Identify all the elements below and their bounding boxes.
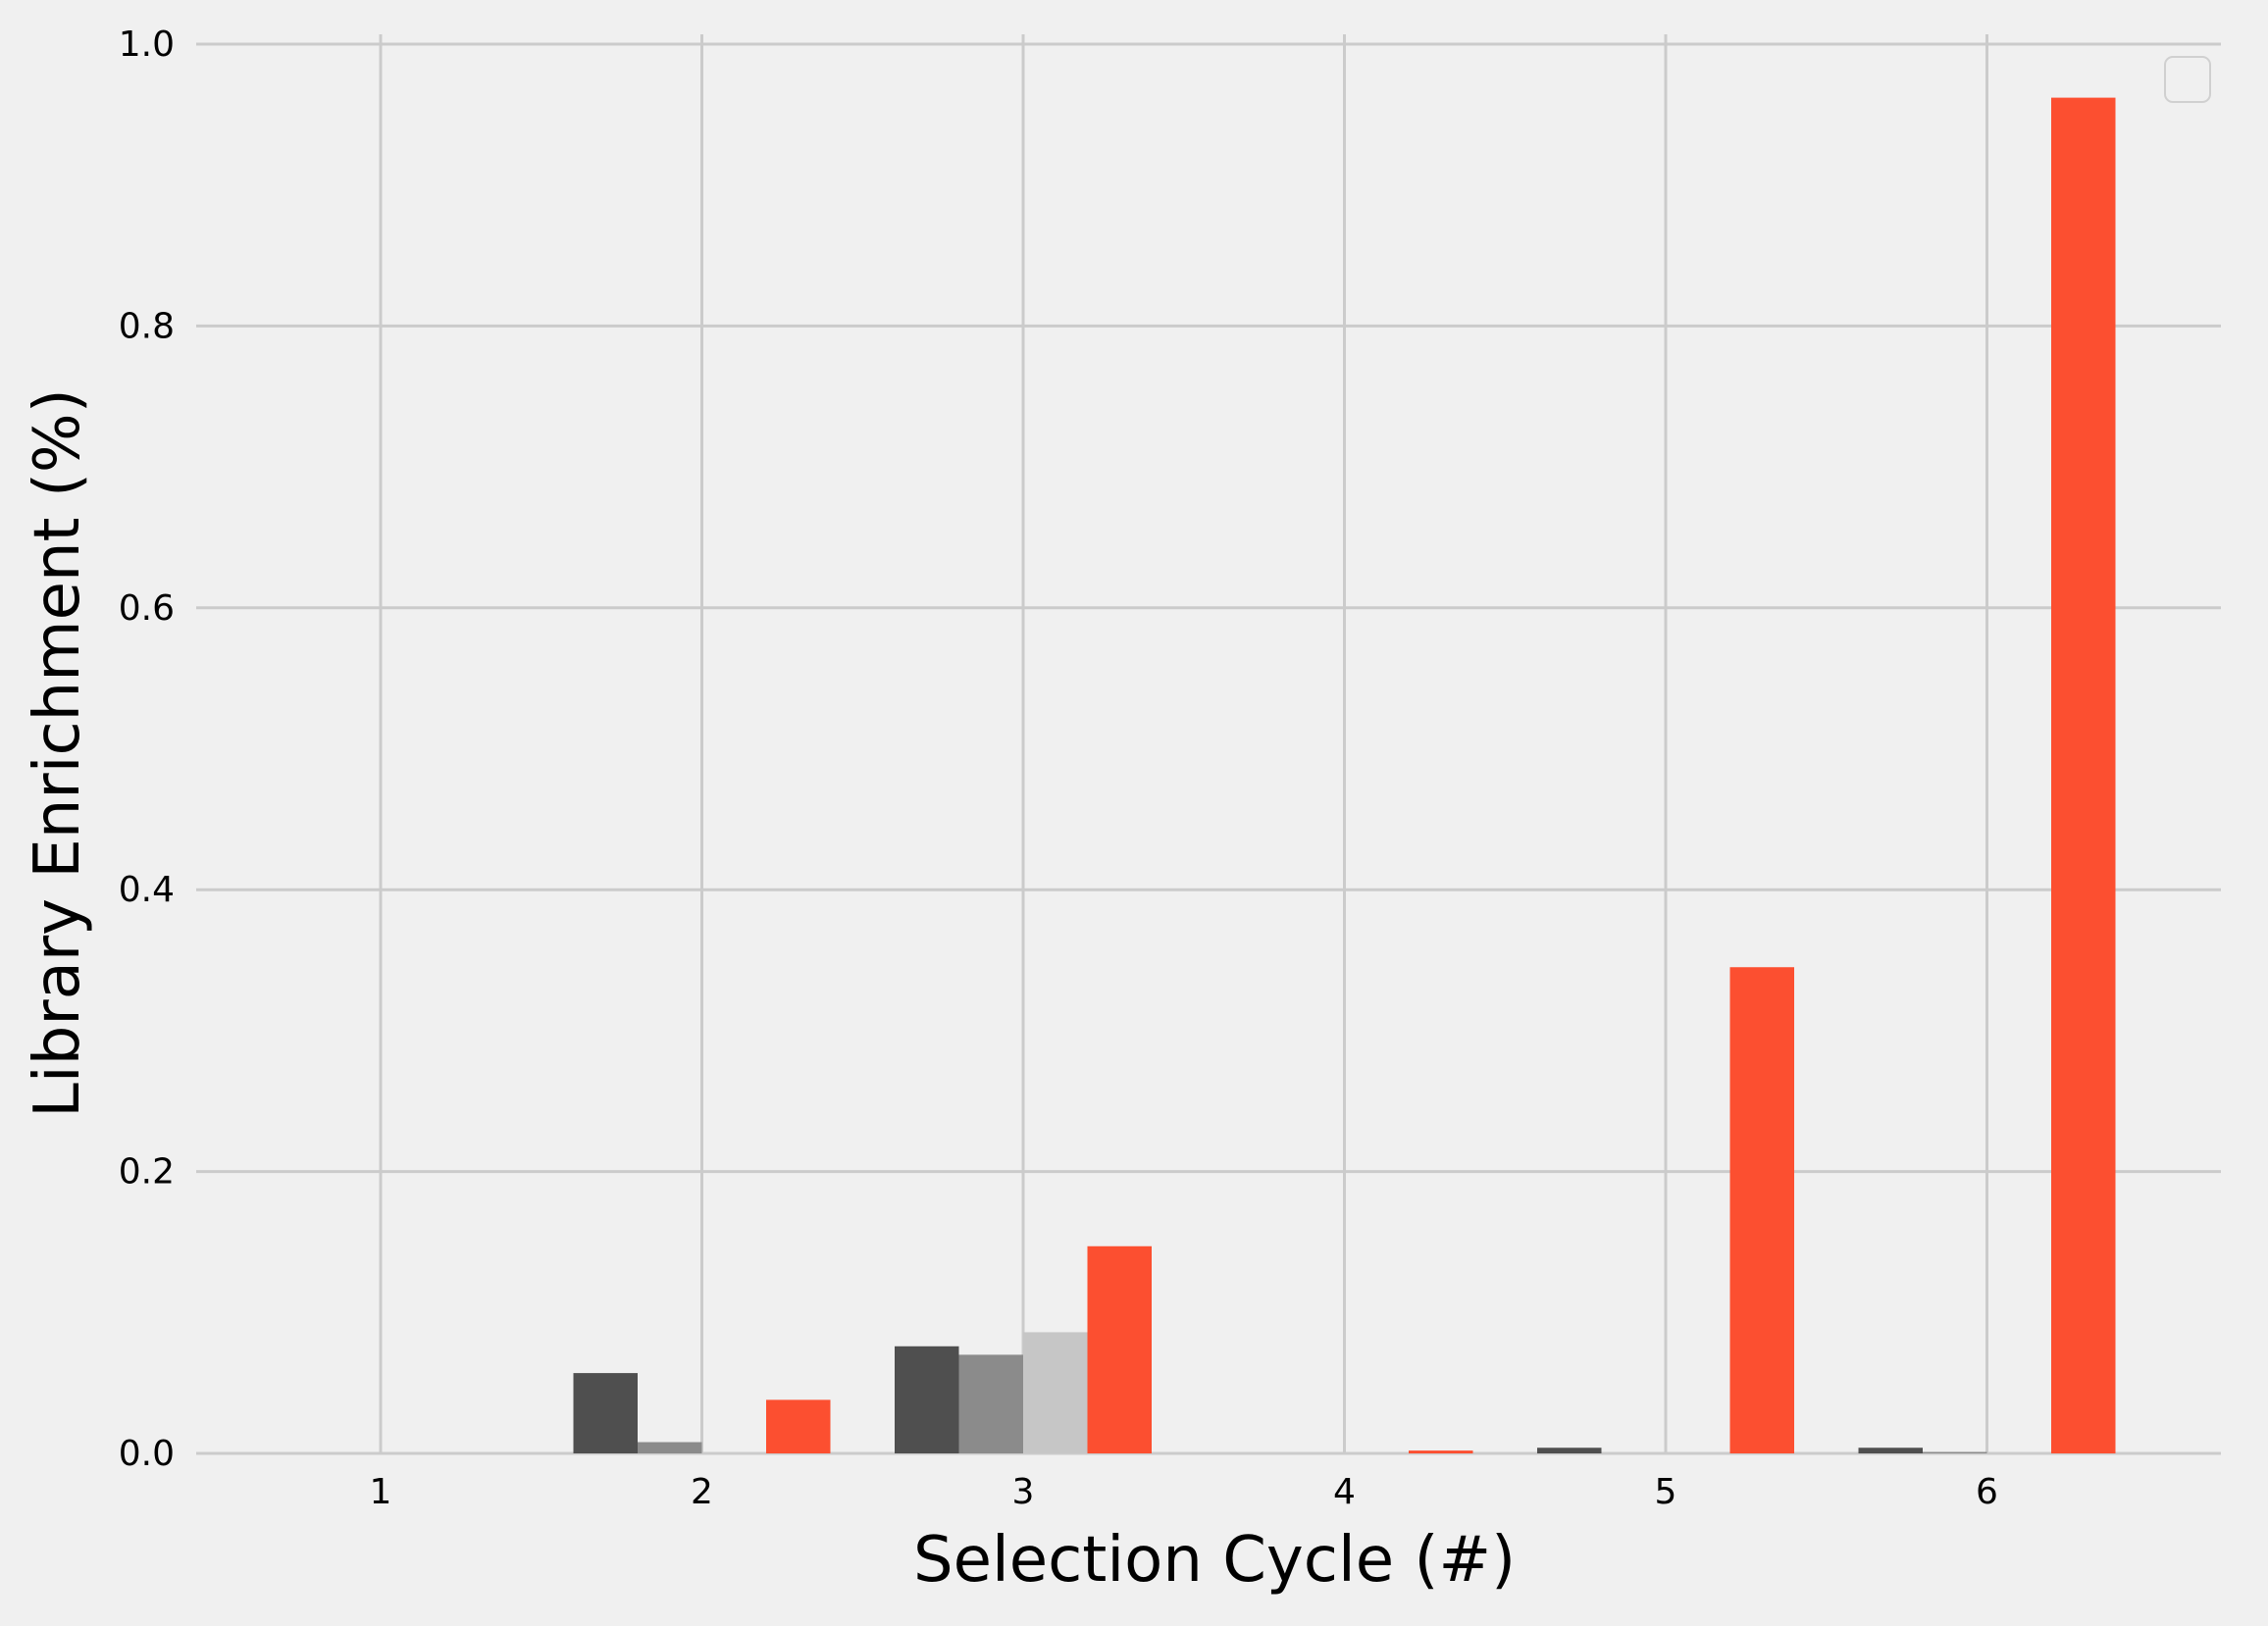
bar: [1729, 967, 1794, 1453]
x-tick-label: 4: [1333, 1472, 1356, 1512]
bar: [958, 1354, 1023, 1453]
bar: [1087, 1245, 1152, 1453]
y-axis-label: Library Enrichment (%): [22, 388, 94, 1117]
x-tick-label: 6: [1976, 1472, 1998, 1512]
x-tick-label: 2: [691, 1472, 713, 1512]
bar: [638, 1442, 702, 1453]
bar: [1409, 1450, 1473, 1453]
y-tick-label: 0.2: [119, 1152, 175, 1193]
bar: [1923, 1451, 1987, 1453]
bar: [2051, 97, 2116, 1454]
grid-lines: [196, 34, 2221, 1455]
x-tick-label: 3: [1012, 1472, 1035, 1512]
y-tick-label: 0.4: [119, 870, 175, 910]
y-tick-label: 0.6: [119, 588, 175, 629]
y-tick-labels: 0.0 0.2 0.4 0.6 0.8 1.0: [119, 25, 175, 1474]
x-tick-label: 1: [370, 1472, 392, 1512]
y-tick-label: 0.0: [119, 1434, 175, 1474]
bar: [766, 1399, 831, 1453]
bars: [573, 97, 2116, 1454]
x-tick-label: 5: [1655, 1472, 1677, 1512]
bar: [895, 1346, 959, 1453]
bar: [573, 1373, 638, 1453]
y-tick-label: 0.8: [119, 306, 175, 346]
legend-box[interactable]: [2164, 56, 2211, 103]
bar: [1858, 1448, 1923, 1453]
y-tick-label: 1.0: [119, 25, 175, 65]
bar: [1537, 1448, 1602, 1453]
bar: [1023, 1332, 1088, 1453]
x-axis-label: Selection Cycle (#): [913, 1524, 1516, 1597]
x-tick-labels: 1 2 3 4 5 6: [370, 1472, 1998, 1512]
